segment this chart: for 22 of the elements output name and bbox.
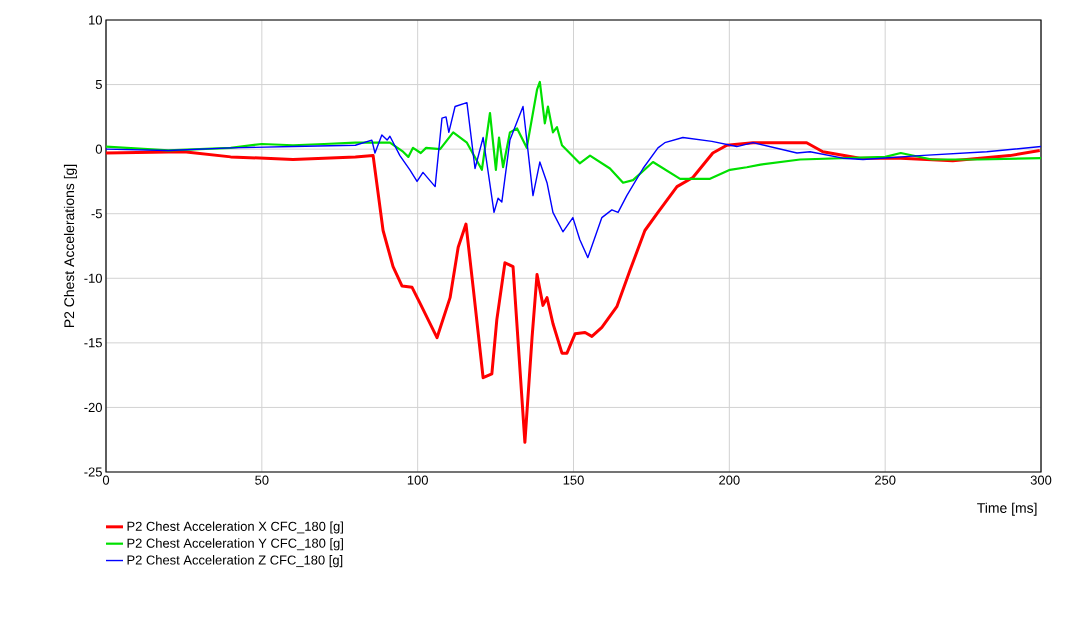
line-series bbox=[106, 101, 1042, 259]
legend-label: P2 Chest Acceleration X CFC_180 [g] bbox=[127, 521, 343, 534]
y-tick-label: 10 bbox=[89, 15, 102, 25]
x-tick-label: 100 bbox=[407, 475, 428, 485]
legend-label: P2 Chest Acceleration Z CFC_180 [g] bbox=[127, 555, 343, 568]
x-tick-label: 200 bbox=[719, 475, 740, 485]
y-tick-label: 0 bbox=[95, 144, 102, 154]
x-tick-label: 0 bbox=[102, 475, 110, 485]
y-tick-label: -10 bbox=[84, 273, 102, 283]
y-tick-label: 5 bbox=[95, 80, 102, 90]
x-tick-label: 50 bbox=[255, 475, 269, 485]
x-tick-label: 150 bbox=[563, 475, 584, 485]
y-tick-label: -5 bbox=[91, 209, 102, 219]
y-axis-title: P2 Chest Accelerations [g] bbox=[63, 164, 77, 328]
x-tick-label: 300 bbox=[1030, 475, 1052, 485]
y-tick-label: -15 bbox=[84, 338, 102, 348]
y-tick-label: -20 bbox=[84, 402, 102, 413]
legend-label: P2 Chest Acceleration Y CFC_180 [g] bbox=[127, 538, 343, 551]
y-tick-label: -25 bbox=[84, 467, 102, 477]
x-tick-label: 250 bbox=[875, 475, 896, 485]
x-axis-title: Time [ms] bbox=[977, 502, 1037, 516]
line-series bbox=[106, 141, 1042, 444]
